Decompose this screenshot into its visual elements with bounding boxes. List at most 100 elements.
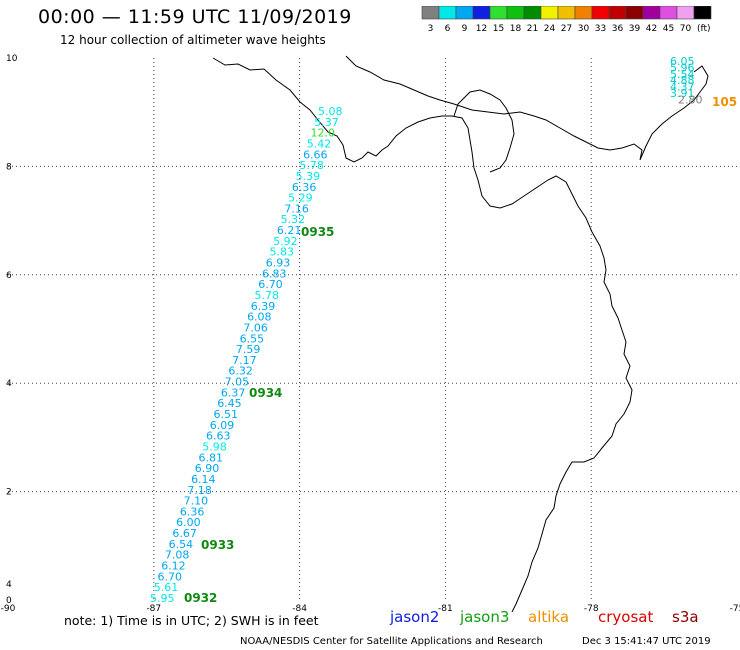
- legend-bin-label: 24: [544, 24, 556, 34]
- lat-tick-label: 4: [6, 580, 12, 590]
- swh-value: 7.16: [284, 202, 309, 215]
- lat-tick-label: 2: [6, 488, 12, 498]
- swh-value: 5.95: [150, 592, 175, 605]
- legend-jason3: jason3: [460, 608, 510, 626]
- legend-altika: altika: [528, 608, 570, 626]
- swh-value: 5.39: [296, 170, 321, 183]
- lon-tick-label: -78: [584, 604, 599, 612]
- swh-value: 6.51: [213, 408, 238, 421]
- swh-value: 7.08: [165, 549, 190, 562]
- swh-value: 6.39: [251, 300, 275, 313]
- lat-tick-label: 0: [6, 596, 12, 606]
- swh-value: 4.37: [670, 81, 695, 94]
- swh-value: 7.06: [243, 321, 267, 334]
- pass-time-label: 0933: [201, 538, 234, 552]
- legend-bin-label: 30: [578, 24, 590, 34]
- swh-value: 6.70: [258, 278, 283, 291]
- swh-value: 4.88: [670, 74, 695, 87]
- lon-tick-label: -84: [292, 604, 307, 612]
- swh-value: 5.29: [288, 192, 313, 205]
- legend-bin-label: 9: [462, 24, 468, 34]
- altimeter-map: -90-87-84-81-78-7502468104 5.955.616.706…: [1, 54, 740, 612]
- map-subtitle: 12 hour collection of altimeter wave hei…: [60, 33, 326, 47]
- swh-value: 5.78: [299, 159, 324, 172]
- coastline-pacific: [212, 57, 633, 612]
- swh-value: 5.78: [255, 289, 279, 302]
- coastline-caribbean: [345, 55, 709, 161]
- footer-credit: NOAA/NESDIS Center for Satellite Applica…: [240, 636, 543, 647]
- lat-tick-label: 6: [6, 271, 12, 281]
- legend-bin-label: 45: [663, 24, 674, 34]
- legend-jason2: jason2: [390, 608, 440, 626]
- legend-bin-label: 18: [510, 24, 522, 34]
- map-title: 00:00 — 11:59 UTC 11/09/2019: [38, 6, 352, 28]
- coastline: [212, 55, 709, 612]
- legend-bin-label: 6: [445, 24, 451, 34]
- swh-value: 6.09: [210, 419, 235, 432]
- swh-value: 6.14: [191, 473, 216, 486]
- swh-value: 6.70: [157, 570, 182, 583]
- pass-time-label: 0935: [301, 225, 334, 239]
- swh-value: 6.36: [180, 505, 205, 518]
- swh-value: 5.08: [318, 105, 343, 118]
- lat-lon-grid: -90 -87 -84 -81 -78 -75 0 2 4 6 8 10 4: [1, 54, 740, 612]
- swh-value: 6.66: [303, 148, 328, 161]
- legend-cryosat: cryosat: [598, 608, 654, 626]
- swh-value: 6.21: [277, 224, 302, 237]
- lat-tick-label: 4: [6, 379, 12, 389]
- swh-value: 7.59: [236, 343, 261, 356]
- pass-time-label: 0932: [184, 591, 217, 605]
- legend-s3a: s3a: [672, 608, 699, 626]
- lon-tick-label: -87: [146, 604, 161, 612]
- swh-value: 6.90: [195, 462, 220, 475]
- swh-value: 5.42: [307, 137, 332, 150]
- lat-tick-label: 8: [6, 162, 12, 172]
- swh-value: 6.45: [217, 397, 242, 410]
- swh-value: 6.36: [292, 181, 317, 194]
- wave-height-color-legend: 3 6 9 12 15 18 21 24 27 30 33 36 39 42 45 70 (ft): [421, 6, 712, 34]
- legend-bin-label: 70: [680, 24, 692, 34]
- jason3-track: 5.955.616.706.127.086.546.676.006.367.10…: [150, 105, 343, 605]
- swh-value: 5.32: [281, 213, 306, 226]
- time-labels: 0932 0933 0934 0935: [184, 225, 334, 605]
- legend-bin-label: 21: [527, 24, 538, 34]
- lon-tick-label: -90: [1, 604, 16, 612]
- legend-bin-label: 36: [612, 24, 624, 34]
- lon-tick-label: -81: [438, 604, 453, 612]
- legend-bin-label: 12: [476, 24, 487, 34]
- legend-bin-label: 33: [595, 24, 606, 34]
- swh-value: 7.05: [225, 376, 250, 389]
- east-cluster: 6.055.965.544.884.373.912.80 105: [670, 55, 737, 109]
- swh-value: 6.05: [670, 55, 695, 68]
- swh-value: 7.10: [184, 495, 209, 508]
- coastline-gulf-of-panama: [453, 89, 515, 173]
- lon-tick-label: -75: [730, 604, 740, 612]
- legend-unit: (ft): [697, 24, 711, 34]
- swh-value: 5.98: [202, 440, 227, 453]
- pass-time-label: 0934: [249, 386, 282, 400]
- swh-value: 6.55: [240, 332, 265, 345]
- pass-time-label: 105: [712, 95, 737, 109]
- swh-value: 7.18: [187, 484, 212, 497]
- swh-value: 6.32: [228, 365, 253, 378]
- swh-value: 5.83: [269, 246, 294, 259]
- swh-value: 5.61: [154, 581, 179, 594]
- swh-value: 5.54: [670, 68, 695, 81]
- legend-bin-label: 3: [428, 24, 434, 34]
- swh-value: 5.37: [314, 116, 339, 129]
- legend-bin-label: 42: [646, 24, 657, 34]
- swh-value: 6.08: [247, 311, 271, 324]
- swh-value: 7.17: [232, 354, 257, 367]
- swh-value: 2.80: [678, 93, 703, 106]
- swh-value: 6.83: [262, 267, 287, 280]
- legend-bin-label: 15: [493, 24, 504, 34]
- swh-value: 6.37: [221, 386, 246, 399]
- swh-value: 5.96: [670, 61, 695, 74]
- legend-bin-label: 27: [561, 24, 572, 34]
- lat-tick-label: 10: [6, 54, 18, 64]
- footnote: note: 1) Time is in UTC; 2) SWH is in fe…: [64, 613, 319, 628]
- swh-value: 6.81: [199, 451, 224, 464]
- legend-swatch: [693, 6, 712, 20]
- swh-value: 6.54: [169, 538, 194, 551]
- swh-value: 3.91: [670, 87, 695, 100]
